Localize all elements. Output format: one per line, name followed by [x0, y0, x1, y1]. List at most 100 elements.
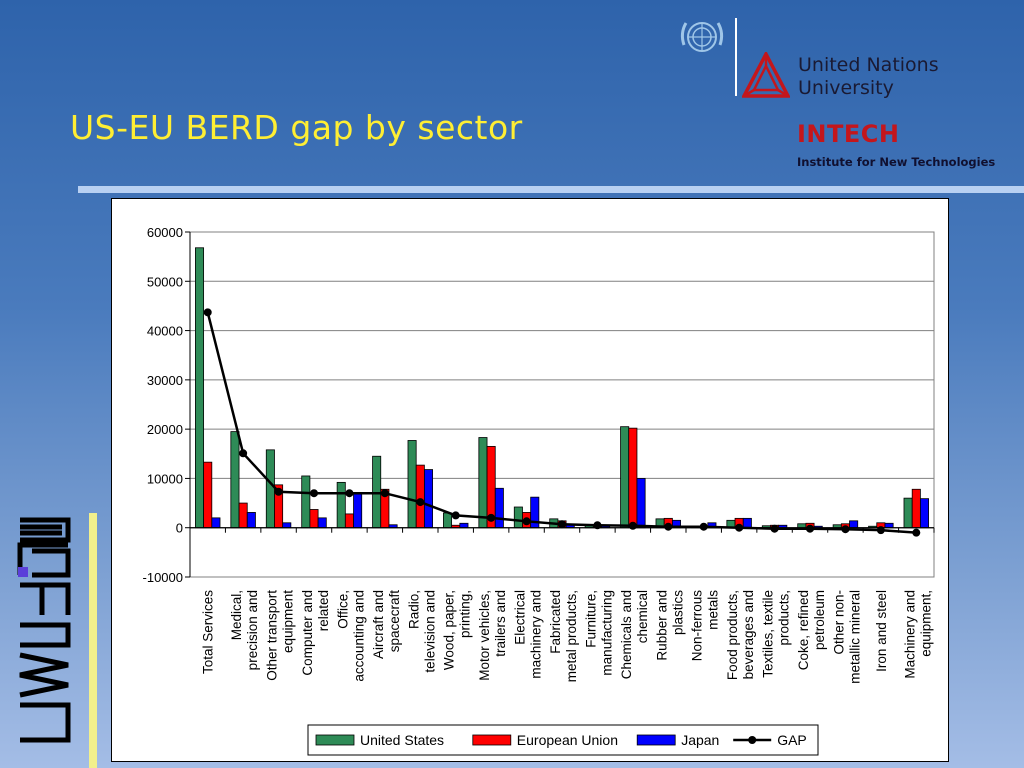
gap-point: [275, 488, 283, 496]
y-tick-label: 50000: [147, 274, 183, 289]
bar-united-states: [621, 427, 629, 528]
y-tick-label: -10000: [143, 570, 183, 585]
x-category-label: Other transport: [265, 590, 280, 681]
gap-point: [204, 308, 212, 316]
left-divider-rule: [89, 513, 97, 768]
gap-point: [381, 489, 389, 497]
un-emblem-icon: [676, 15, 728, 61]
legend-label: Japan: [681, 732, 719, 748]
bar-united-states: [302, 476, 310, 528]
bar-united-states: [904, 498, 912, 528]
x-category-label: products,: [777, 590, 792, 646]
x-category-label: Radio,: [406, 590, 421, 629]
x-category-label: Medical,: [229, 590, 244, 640]
legend-swatch: [473, 735, 511, 745]
top-divider-rule: [78, 186, 1024, 193]
x-category-label: related: [316, 590, 331, 631]
gap-point: [841, 525, 849, 533]
x-category-label: Computer and: [300, 590, 315, 676]
x-category-label: petroleum: [812, 590, 827, 650]
slide-title: US-EU BERD gap by sector: [70, 108, 523, 147]
gap-point: [345, 489, 353, 497]
bar-japan: [495, 488, 503, 527]
x-category-label: Rubber and: [654, 590, 669, 661]
bar-japan: [318, 518, 326, 528]
x-category-label: Aircraft and: [371, 590, 386, 659]
bar-european-union: [239, 503, 247, 528]
x-category-label: Electrical: [513, 590, 528, 645]
x-category-label: Other non-: [831, 590, 846, 655]
gap-point: [416, 498, 424, 506]
gap-point: [771, 525, 779, 533]
x-category-label: Wood, paper,: [442, 590, 457, 670]
y-tick-label: 60000: [147, 225, 183, 240]
x-category-label: chemical: [635, 590, 650, 643]
x-category-label: Textiles, textile: [761, 590, 776, 678]
x-category-label: printing,: [458, 590, 473, 638]
x-category-label: Furniture,: [583, 590, 598, 648]
legend-label: United States: [360, 732, 444, 748]
x-category-label: Chemicals and: [619, 590, 634, 679]
x-category-label: Total Services: [201, 590, 216, 674]
gap-point: [239, 449, 247, 457]
bar-united-states: [479, 438, 487, 528]
gap-point: [735, 524, 743, 532]
legend-label: European Union: [517, 732, 618, 748]
gap-point: [558, 520, 566, 528]
bar-european-union: [912, 489, 920, 527]
bar-japan: [354, 493, 362, 528]
x-category-label: metals: [706, 590, 721, 630]
legend-swatch-marker: [748, 736, 756, 744]
y-tick-label: 40000: [147, 324, 183, 339]
bar-united-states: [408, 440, 416, 527]
y-tick-label: 20000: [147, 422, 183, 437]
intech-logo-text: INTECH: [797, 120, 899, 148]
gap-point: [310, 489, 318, 497]
bar-united-states: [266, 450, 274, 528]
gap-point: [452, 511, 460, 519]
merit-logo-icon: [12, 515, 76, 745]
x-category-label: Coke, refined: [796, 590, 811, 670]
x-category-label: machinery and: [529, 590, 544, 679]
bar-united-states: [443, 513, 451, 528]
unu-name: United Nations University: [798, 54, 939, 100]
gap-point: [806, 525, 814, 533]
x-category-label: trailers and: [493, 590, 508, 657]
x-category-label: plastics: [670, 590, 685, 635]
bar-japan: [637, 478, 645, 527]
bar-united-states: [231, 432, 239, 528]
x-category-label: Fabricated: [548, 590, 563, 654]
logo-divider: [735, 18, 737, 96]
unu-name-line2: University: [798, 77, 939, 100]
gap-point: [700, 523, 708, 531]
bar-european-union: [310, 509, 318, 527]
bar-european-union: [204, 462, 212, 528]
gap-point: [664, 523, 672, 531]
x-category-label: Machinery and: [902, 590, 917, 679]
bar-european-union: [345, 514, 353, 528]
x-category-label: beverages and: [741, 590, 756, 679]
x-category-label: manufacturing: [599, 590, 614, 676]
x-category-label: metallic mineral: [847, 590, 862, 684]
chart-container: -10000 0 10000 20000 30000 40000 50000 60000 Tot…: [111, 198, 949, 762]
gap-point: [629, 522, 637, 530]
x-category-label: accounting and: [351, 590, 366, 682]
x-category-label: metal products,: [564, 590, 579, 682]
bar-japan: [460, 523, 468, 527]
bar-japan: [283, 523, 291, 528]
x-category-label: television and: [422, 590, 437, 673]
bar-japan: [885, 523, 893, 527]
x-category-label: Food products,: [725, 590, 740, 680]
gap-point: [912, 529, 920, 537]
bar-united-states: [195, 248, 203, 528]
x-category-label: precision and: [245, 590, 260, 670]
x-category-label: Iron and steel: [874, 590, 889, 672]
x-category-label: spacecraft: [387, 590, 402, 653]
legend-swatch: [637, 735, 675, 745]
intech-subtitle: Institute for New Technologies: [797, 155, 995, 169]
bar-japan: [920, 499, 928, 528]
unu-logo-icon: [742, 52, 790, 106]
x-category-label: Non-ferrous: [690, 590, 705, 662]
y-tick-label: 30000: [147, 373, 183, 388]
legend-swatch: [316, 735, 354, 745]
